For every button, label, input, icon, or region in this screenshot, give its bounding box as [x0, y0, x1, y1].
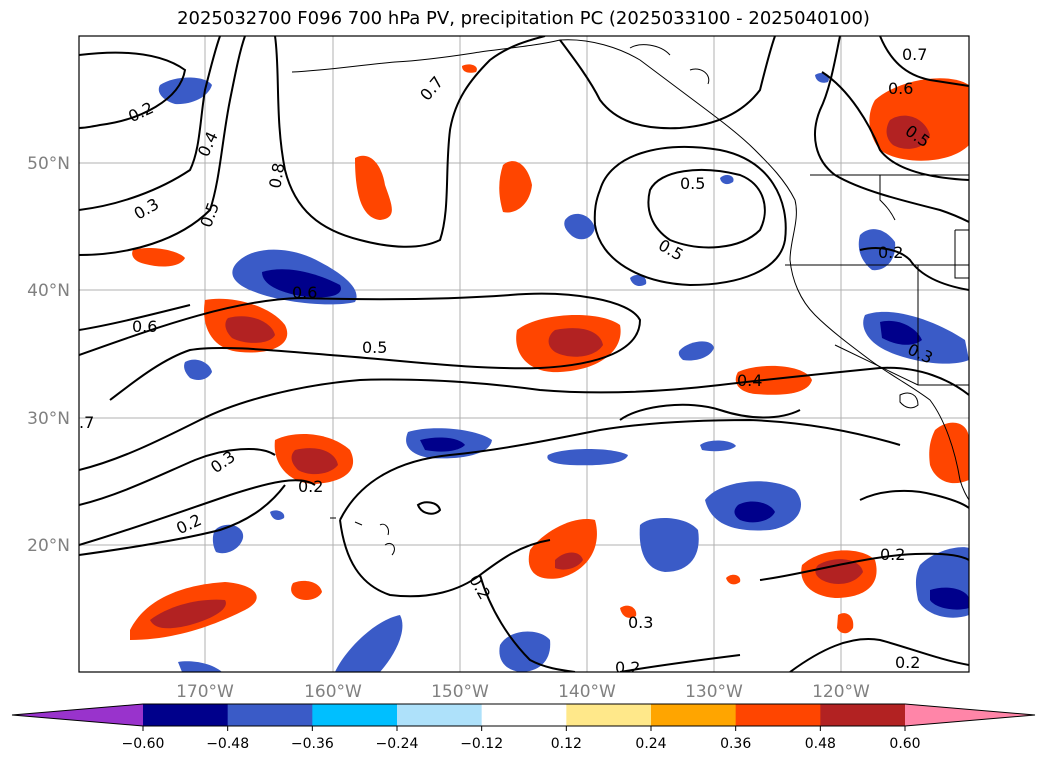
- contour-label: 0.5: [362, 338, 387, 357]
- contour-label: 0.2: [880, 545, 905, 564]
- contour-label: 0.6: [132, 317, 157, 336]
- colorbar-tick-label: −0.60: [122, 736, 165, 752]
- contour-label: 0.2: [895, 653, 920, 672]
- contour-label: .7: [79, 413, 94, 432]
- colorbar-segment: [397, 704, 483, 726]
- lat-label: 20°N: [27, 536, 70, 556]
- lon-label: 150°W: [431, 682, 489, 702]
- lon-label: 140°W: [558, 682, 616, 702]
- contour-label: 0.3: [628, 613, 653, 632]
- colorbar-segment: [227, 704, 313, 726]
- colorbar-tick-label: 0.24: [635, 736, 666, 752]
- colorbar-extend-left: [12, 704, 143, 726]
- contour-label: 0.6: [888, 79, 913, 98]
- colorbar: −0.60 −0.48 −0.36 −0.24 −0.12 0.12 0.24 0.36 0.4…: [11, 703, 1036, 752]
- colorbar-segment: [651, 704, 737, 726]
- lon-label: 130°W: [685, 682, 743, 702]
- lon-label: 160°W: [304, 682, 362, 702]
- colorbar-tick-label: 0.48: [805, 736, 836, 752]
- contour-label: 0.8: [265, 161, 288, 189]
- colorbar-tick-label: 0.12: [551, 736, 582, 752]
- colorbar-segment: [481, 704, 567, 726]
- lon-labels: 170°W 160°W 150°W 140°W 130°W 120°W: [176, 682, 870, 702]
- map-frame: [78, 35, 970, 673]
- pv-contours: [79, 36, 969, 672]
- precip-negative: [158, 72, 969, 672]
- colorbar-segment: [312, 704, 398, 726]
- contour-label: 0.6: [292, 283, 317, 302]
- colorbar-tick-label: −0.36: [291, 736, 334, 752]
- contour-label: 0.2: [878, 243, 903, 262]
- colorbar-extend-right: [905, 704, 1035, 726]
- colorbar-tick-label: −0.24: [376, 736, 419, 752]
- colorbar-tick-label: −0.48: [206, 736, 249, 752]
- precip-positive: [130, 64, 969, 640]
- lat-label: 30°N: [27, 409, 70, 429]
- contour-label: 0.2: [615, 658, 640, 677]
- map-title: 2025032700 F096 700 hPa PV, precipitatio…: [177, 8, 870, 29]
- lon-label: 170°W: [176, 682, 234, 702]
- colorbar-tick-label: 0.36: [720, 736, 751, 752]
- lon-label: 120°W: [812, 682, 870, 702]
- contour-label: 0.7: [902, 45, 927, 64]
- contour-label: 0.4: [737, 371, 762, 390]
- lat-label: 40°N: [27, 281, 70, 301]
- colorbar-tick-label: 0.60: [889, 736, 920, 752]
- colorbar-segment: [143, 704, 229, 726]
- colorbar-segment: [820, 704, 906, 726]
- coastlines: [291, 39, 969, 556]
- lat-label: 50°N: [27, 154, 70, 174]
- colorbar-tick-label: −0.12: [460, 736, 503, 752]
- colorbar-segment: [735, 704, 821, 726]
- colorbar-segment: [566, 704, 652, 726]
- contour-label: 0.2: [298, 477, 323, 496]
- contour-label: 0.5: [680, 174, 705, 193]
- lat-labels: 50°N 40°N 30°N 20°N: [27, 154, 70, 556]
